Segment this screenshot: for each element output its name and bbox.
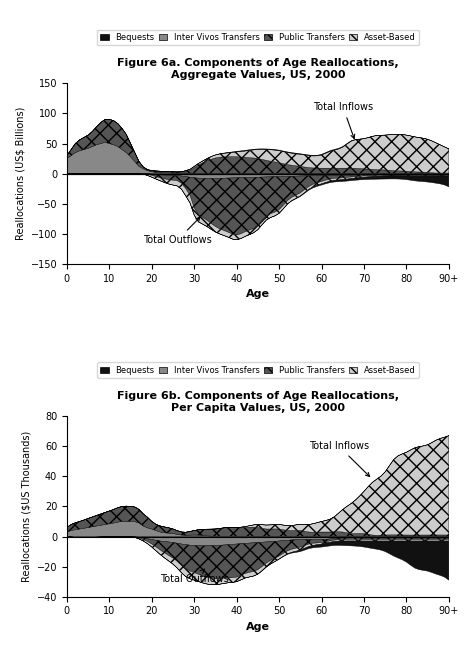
Legend: Bequests, Inter Vivos Transfers, Public Transfers, Asset-Based: Bequests, Inter Vivos Transfers, Public … <box>97 362 419 378</box>
Text: Total Inflows: Total Inflows <box>309 441 370 476</box>
X-axis label: Age: Age <box>246 289 270 299</box>
Text: Total Outflows: Total Outflows <box>160 569 229 584</box>
X-axis label: Age: Age <box>246 622 270 632</box>
Title: Figure 6b. Components of Age Reallocations,
Per Capita Values, US, 2000: Figure 6b. Components of Age Reallocatio… <box>117 391 399 413</box>
Text: Total Inflows: Total Inflows <box>313 102 373 138</box>
Legend: Bequests, Inter Vivos Transfers, Public Transfers, Asset-Based: Bequests, Inter Vivos Transfers, Public … <box>97 30 419 45</box>
Y-axis label: Reallocations (US$ Billions): Reallocations (US$ Billions) <box>15 107 25 240</box>
Title: Figure 6a. Components of Age Reallocations,
Aggregate Values, US, 2000: Figure 6a. Components of Age Reallocatio… <box>117 58 399 80</box>
Y-axis label: Reallocations ($US Thousands): Reallocations ($US Thousands) <box>21 431 31 582</box>
Text: Total Outflows: Total Outflows <box>143 217 212 245</box>
